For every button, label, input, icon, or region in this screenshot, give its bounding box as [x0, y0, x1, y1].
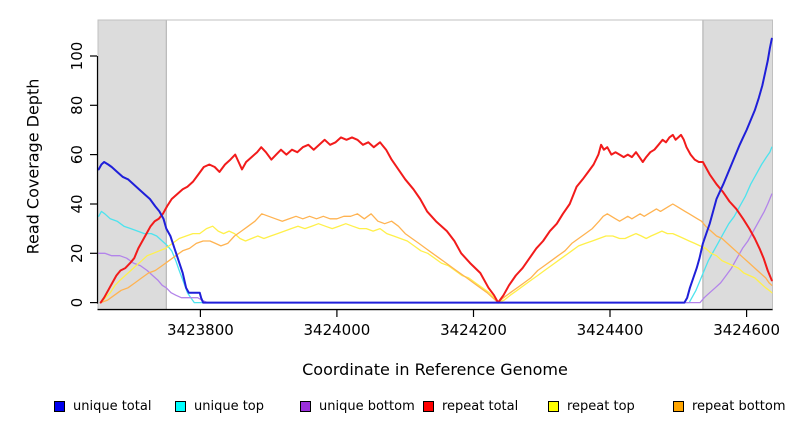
x-tick-label: 3423800	[167, 321, 234, 339]
legend-item-repeat-total: repeat total	[423, 395, 518, 417]
x-tick-label: 3424200	[440, 321, 507, 339]
legend-label-unique-total: unique total	[73, 398, 152, 414]
y-tick-label: 40	[68, 194, 86, 213]
series-line-unique-bottom	[98, 193, 773, 304]
legend-item-unique-bottom: unique bottom	[300, 395, 415, 417]
legend-item-unique-total: unique total	[54, 395, 151, 417]
x-tick-label: 3424000	[303, 321, 370, 339]
x-axis-title: Coordinate in Reference Genome	[302, 360, 568, 379]
legend-swatch-repeat-bottom	[673, 400, 684, 412]
y-tick-label: 0	[68, 298, 86, 308]
legend-label-unique-bottom: unique bottom	[319, 398, 415, 414]
series-line-unique-top	[98, 146, 773, 304]
legend-item-repeat-top: repeat top	[548, 395, 635, 417]
legend-swatch-repeat-top	[548, 400, 559, 412]
legend-label-repeat-top: repeat top	[567, 398, 635, 414]
series-line-unique-total	[97, 37, 773, 304]
y-tick-label: 20	[68, 244, 86, 263]
legend-swatch-unique-top	[175, 400, 186, 412]
y-tick-label: 100	[68, 42, 86, 71]
legend-swatch-repeat-total	[423, 400, 434, 412]
legend-label-repeat-total: repeat total	[442, 398, 519, 414]
legend: unique total unique top unique bottom repea…	[0, 395, 792, 419]
legend-label-repeat-bottom: repeat bottom	[692, 398, 786, 414]
series-line-repeat-top	[100, 223, 773, 304]
legend-label-unique-top: unique top	[194, 398, 265, 414]
y-tick-label: 60	[68, 145, 86, 164]
x-tick-label: 3424400	[577, 321, 644, 339]
series-line-repeat-bottom	[100, 203, 773, 304]
series-line-repeat-total	[99, 133, 773, 304]
y-axis-title: Read Coverage Depth	[23, 78, 43, 255]
legend-swatch-unique-total	[54, 400, 65, 412]
x-tick-label: 3424600	[713, 321, 780, 339]
y-tick-label: 80	[68, 96, 86, 115]
legend-item-unique-top: unique top	[175, 395, 264, 417]
legend-swatch-unique-bottom	[300, 400, 311, 412]
plot-area: 3423800 3424000 3424200 3424400 3424600 0 20 40…	[68, 19, 780, 339]
plot-frame	[97, 19, 773, 311]
legend-item-repeat-bottom: repeat bottom	[673, 395, 786, 417]
